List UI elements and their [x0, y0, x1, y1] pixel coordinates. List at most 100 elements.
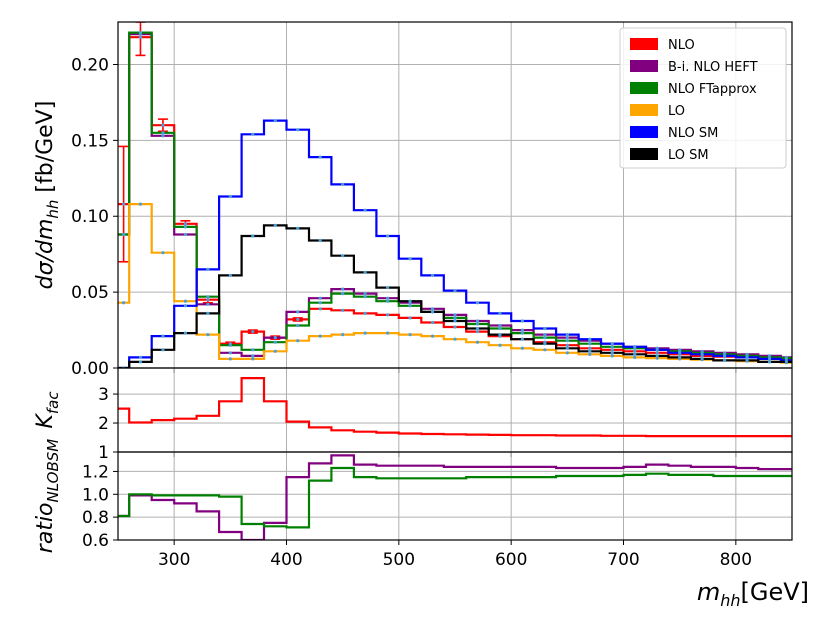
x-label-sub: hh — [720, 591, 740, 610]
nlo-ftapprox-bin-marker — [363, 295, 367, 299]
nlo-sm-bin-marker — [161, 334, 165, 338]
lo-sm-bin-marker — [228, 273, 232, 278]
nlo-bin-marker — [408, 316, 412, 320]
b-i-nlo-heft-bin-marker — [565, 336, 569, 340]
kfac-panel: 1 2 3 Kfac — [33, 367, 793, 463]
nlo-ftapprox-bin-marker — [543, 336, 547, 340]
lo-sm-legend-swatch — [630, 148, 658, 160]
lo-bin-marker — [363, 331, 367, 335]
nlo-sm-bin-marker — [543, 326, 547, 331]
lo-bin-marker — [122, 301, 126, 305]
nlo-ftapprox-bin-marker — [610, 345, 614, 349]
lo-legend-swatch — [630, 104, 658, 116]
nlo-sm-bin-marker — [273, 119, 277, 123]
b-i-nlo-heft-bin-marker — [498, 323, 502, 328]
ratio-y-label-sub: NLOBSM — [44, 439, 62, 503]
nlo-ftapprox-bin-marker — [183, 225, 187, 229]
nlo-ftapprox-bin-marker — [408, 304, 412, 308]
kfac-y-axis-label: Kfac — [33, 391, 62, 429]
lo-sm-bin-marker — [386, 285, 390, 290]
nlo-ftapprox-bin-marker — [122, 232, 126, 237]
nlo-ftapprox-bin-marker — [520, 331, 525, 335]
ratio-y-tick-label: 0.6 — [82, 531, 109, 551]
lo-bin-marker — [183, 299, 187, 303]
nlo-bin-marker — [363, 311, 367, 315]
nlo-sm-bin-marker — [386, 234, 390, 238]
nlo-bin-marker — [475, 329, 480, 334]
nlo-sm-bin-marker — [318, 155, 322, 159]
nlo-bin-marker — [138, 35, 143, 39]
ratio-y-tick-label: 1.2 — [82, 462, 109, 482]
ratio-series-0-line — [118, 454, 792, 540]
lo-bin-marker — [138, 202, 143, 206]
ratio-axes-frame — [117, 451, 793, 541]
nlo-bin-marker — [386, 313, 390, 317]
b-i-nlo-heft-bin-marker — [183, 232, 187, 237]
ratio-panel: 0.6 0.8 1.0 1.2 ratioNLOBSM 300 400 500 600 700 80… — [33, 439, 809, 610]
ratio-y-axis-label: ratioNLOBSM — [33, 439, 62, 553]
lo-sm-bin-marker — [161, 348, 165, 352]
ratio-y-tick-label: 0.8 — [82, 508, 109, 528]
lo-bin-marker — [565, 351, 569, 355]
lo-bin-marker — [520, 346, 525, 350]
nlo-sm-bin-marker — [610, 342, 614, 346]
lo-bin-marker — [475, 340, 480, 344]
nlo-ftapprox-bin-marker — [273, 340, 277, 344]
lo-bin-marker — [206, 333, 210, 337]
lo-legend-label: LO — [668, 104, 685, 119]
nlo-bin-marker — [161, 123, 165, 127]
lo-bin-marker — [386, 331, 390, 335]
nlo-sm-bin-marker — [430, 273, 435, 278]
b-i-nlo-heft-bin-marker — [453, 313, 457, 317]
main-y-label-base: dσ/dm — [33, 219, 58, 290]
nlo-sm-bin-marker — [475, 301, 480, 305]
kfac-series-group — [118, 377, 792, 438]
lo-bin-marker — [610, 354, 614, 358]
nlo-ftapprox-bin-marker — [341, 292, 345, 296]
nlo-ftapprox-bin-marker — [296, 323, 300, 328]
b-i-nlo-heft-bin-marker — [273, 336, 277, 340]
nlo-ftapprox-bin-marker — [498, 326, 502, 331]
lo-sm-bin-marker — [543, 342, 547, 346]
nlo-ftapprox-bin-marker — [386, 299, 390, 303]
kfac-series-0-line — [118, 377, 792, 438]
b-i-nlo-heft-bin-marker — [296, 310, 300, 314]
nlo-sm-bin-marker — [498, 311, 502, 315]
lo-sm-bin-marker — [610, 351, 614, 355]
lo-sm-bin-marker — [453, 319, 457, 323]
b-i-nlo-heft-bin-marker — [363, 292, 367, 296]
nlo-bin-marker — [633, 349, 637, 353]
nlo-bin-marker — [318, 307, 322, 311]
lo-bin-marker — [161, 251, 165, 255]
nlo-legend-swatch — [630, 38, 658, 50]
lo-sm-bin-marker — [318, 238, 322, 243]
lo-sm-bin-marker — [565, 346, 569, 350]
lo-sm-bin-marker — [341, 254, 345, 258]
nlo-bin-marker — [206, 298, 210, 302]
lo-bin-marker — [655, 356, 659, 360]
lo-bin-marker — [408, 333, 412, 337]
lo-bin-marker — [273, 349, 277, 353]
nlo-sm-bin-marker — [228, 194, 232, 199]
ratio-series-group — [118, 454, 792, 540]
nlo-sm-bin-marker — [251, 132, 255, 136]
lo-sm-bin-marker — [183, 331, 187, 335]
lo-sm-bin-marker — [363, 270, 367, 274]
nlo-sm-bin-marker — [678, 351, 682, 355]
lo-bin-marker — [543, 348, 547, 352]
nlo-ftapprox-bin-marker — [206, 295, 210, 299]
x-tick-label: 700 — [607, 550, 639, 570]
lo-sm-bin-marker — [678, 355, 682, 359]
lo-bin-marker — [228, 357, 232, 361]
nlo-bin-marker — [588, 346, 592, 350]
lo-sm-bin-marker — [767, 360, 772, 364]
b-i-nlo-heft-bin-marker — [543, 333, 547, 337]
main-y-tick-label: 0.10 — [71, 207, 109, 227]
main-series-group — [118, 22, 792, 368]
nlo-bin-marker — [183, 222, 187, 226]
b-i-nlo-heft-bin-marker — [161, 134, 165, 138]
lo-bin-marker — [318, 334, 322, 338]
nlo-sm-bin-marker — [520, 319, 525, 323]
lo-sm-bin-marker — [700, 357, 704, 361]
